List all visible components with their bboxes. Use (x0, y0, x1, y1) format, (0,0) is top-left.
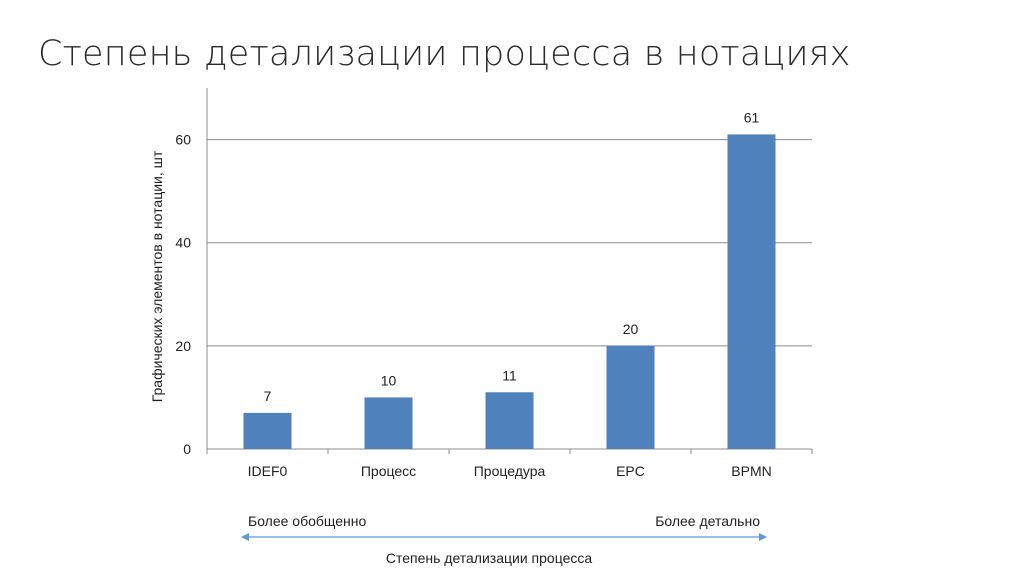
y-tick-label: 20 (175, 338, 191, 354)
data-label: 7 (264, 388, 272, 404)
arrow-head-right-icon (759, 533, 767, 541)
category-label: BPMN (731, 463, 771, 479)
data-label: 10 (381, 372, 397, 388)
bar-series (243, 134, 776, 449)
page-title: Степень детализации процесса в нотациях (38, 34, 851, 74)
more-detailed-label: Более детально (655, 513, 760, 529)
arrow-caption: Степень детализации процесса (386, 550, 593, 566)
bar-процесс (364, 397, 413, 449)
bar-idef0 (243, 412, 292, 449)
category-label: Процесс (361, 463, 416, 479)
y-tick-label: 40 (175, 235, 191, 251)
category-label: Процедура (474, 463, 546, 479)
category-label: EPC (616, 463, 645, 479)
more-general-label: Более обобщенно (248, 513, 367, 529)
data-label: 11 (502, 367, 517, 383)
data-labels: 7 10 11 20 61 (264, 109, 760, 403)
y-tick-label: 0 (183, 441, 191, 457)
y-axis-tick-labels: 0 20 40 60 (175, 132, 191, 457)
chart-gridlines (207, 139, 812, 347)
x-axis-ticks (206, 449, 813, 454)
category-labels: IDEF0 Процесс Процедура EPC BPMN (248, 463, 772, 479)
y-axis-title: Графических элементов в нотации, шт (149, 150, 165, 402)
y-tick-label: 60 (175, 132, 191, 148)
data-label: 61 (744, 109, 760, 125)
bar-bpmn (727, 134, 776, 449)
data-label: 20 (623, 321, 639, 337)
bar-процедура (485, 392, 534, 449)
category-label: IDEF0 (248, 463, 288, 479)
bar-epc (606, 345, 655, 449)
arrow-head-left-icon (241, 533, 249, 541)
